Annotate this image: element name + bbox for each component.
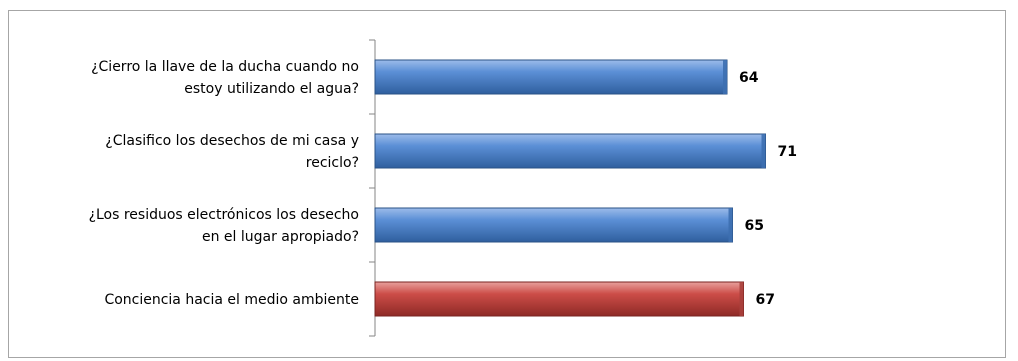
category-axis	[369, 39, 376, 337]
bar-end-cap	[728, 208, 733, 242]
bar-end-cap	[723, 60, 727, 94]
category-label: ¿Cierro la llave de la ducha cuando no	[91, 59, 359, 75]
category-label: Conciencia hacia el medio ambiente	[104, 292, 359, 308]
labels: 64 ¿Cierro la llave de la ducha cuando no…	[89, 59, 797, 308]
bar-end-cap	[739, 282, 744, 316]
category-label: ¿Los residuos electrónicos los desecho	[89, 207, 359, 223]
bar-3	[374, 281, 744, 317]
bar-2	[374, 207, 733, 243]
bar-end-cap	[761, 134, 766, 168]
data-label: 67	[756, 292, 775, 308]
bar-0	[374, 59, 728, 95]
category-label: estoy utilizando el agua?	[184, 81, 359, 97]
bar-1	[374, 133, 766, 169]
data-label: 64	[739, 70, 759, 86]
data-label: 71	[778, 144, 797, 160]
bars	[374, 59, 766, 317]
category-label: en el lugar apropiado?	[202, 229, 359, 245]
data-label: 65	[745, 218, 764, 234]
category-label: reciclo?	[306, 155, 359, 171]
category-label: ¿Clasifico los desechos de mi casa y	[105, 133, 359, 149]
